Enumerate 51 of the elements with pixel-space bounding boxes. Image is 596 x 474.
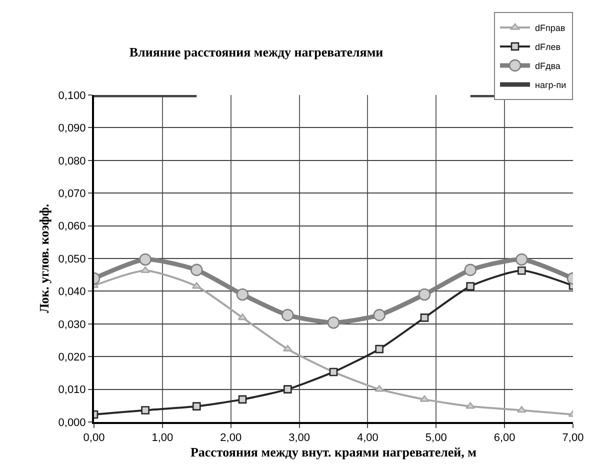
y-tick-label: 0,020 <box>58 351 86 364</box>
point <box>374 385 384 392</box>
y-tick-label: 0,000 <box>58 416 86 429</box>
y-tick-label: 0,050 <box>58 253 86 266</box>
point <box>420 395 430 402</box>
point <box>141 406 150 414</box>
y-tick-label: 0,040 <box>58 286 86 298</box>
legend-label: нагр-пи <box>535 80 566 90</box>
x-tick-label: 2,00 <box>220 432 242 444</box>
point <box>140 266 150 273</box>
x-axis-title: Расстояния между внут. краями нагревателей, м <box>190 444 477 460</box>
point <box>518 266 526 275</box>
x-tick-label: 4,00 <box>357 432 378 444</box>
y-axis-title: Лок. углов. коэфф. <box>36 204 52 314</box>
point <box>139 253 152 266</box>
y-tick-label: 0,060 <box>58 220 86 233</box>
legend-label: dFлев <box>535 42 561 52</box>
point <box>516 253 528 266</box>
point <box>192 402 201 410</box>
point <box>190 264 203 276</box>
point <box>375 344 384 354</box>
y-tick-label: 0,010 <box>58 384 86 396</box>
point <box>192 282 202 289</box>
x-tick-label: 5,00 <box>425 432 447 444</box>
x-tick-label: 7,00 <box>562 432 584 444</box>
point <box>516 406 526 413</box>
point <box>464 264 477 276</box>
x-tick-label: 0,00 <box>83 432 105 444</box>
point <box>236 288 249 301</box>
y-tick-label: 0,090 <box>58 122 86 135</box>
x-tick-label: 3,00 <box>288 432 310 444</box>
point <box>466 282 475 290</box>
point <box>284 385 292 394</box>
legend-label: dFдва <box>535 60 560 71</box>
point <box>466 402 476 409</box>
y-tick-label: 0,030 <box>58 318 86 331</box>
point <box>282 344 292 352</box>
point <box>373 308 386 322</box>
y-tick-label: 0,100 <box>58 90 86 102</box>
point <box>238 395 247 404</box>
chart-title: Влияние расстояния между нагревателями <box>129 44 384 60</box>
x-tick-label: 6,00 <box>494 432 516 444</box>
point <box>420 314 429 322</box>
y-tick-label: 0,080 <box>58 155 86 168</box>
point <box>238 314 248 320</box>
point <box>418 288 431 301</box>
point <box>282 308 294 322</box>
x-tick-label: 1,00 <box>152 432 174 444</box>
point <box>327 316 340 329</box>
legend-label: dFправ <box>535 22 566 33</box>
y-tick-label: 0,070 <box>58 188 86 200</box>
